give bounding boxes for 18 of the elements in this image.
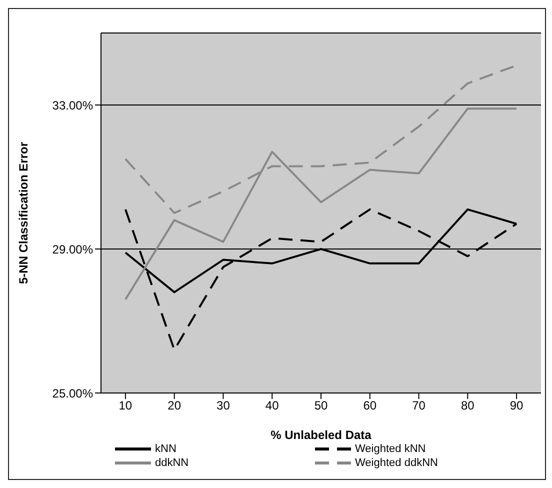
x-tick-label: 70 xyxy=(412,398,426,413)
x-tick-label: 90 xyxy=(510,398,524,413)
legend-label: Weighted ddkNN xyxy=(355,457,438,469)
x-tick-label: 40 xyxy=(265,398,280,413)
x-tick-label: 50 xyxy=(314,398,328,413)
x-tick-label: 80 xyxy=(460,398,475,413)
y-axis-title: 5-NN Classification Error xyxy=(16,142,30,284)
y-tick-label: 33.00% xyxy=(52,98,94,112)
x-axis-title: % Unlabeled Data xyxy=(270,428,372,442)
y-tick-label: 29.00% xyxy=(52,242,94,256)
x-tick-label: 60 xyxy=(363,398,377,413)
y-tick-label: 25.00% xyxy=(52,386,94,400)
x-tick-label: 30 xyxy=(216,398,230,413)
legend-label: kNN xyxy=(155,443,176,455)
x-tick-label: 20 xyxy=(168,398,182,413)
x-tick-label: 10 xyxy=(118,398,132,413)
legend-label: Weighted kNN xyxy=(355,443,426,455)
legend-label: ddkNN xyxy=(155,457,189,469)
